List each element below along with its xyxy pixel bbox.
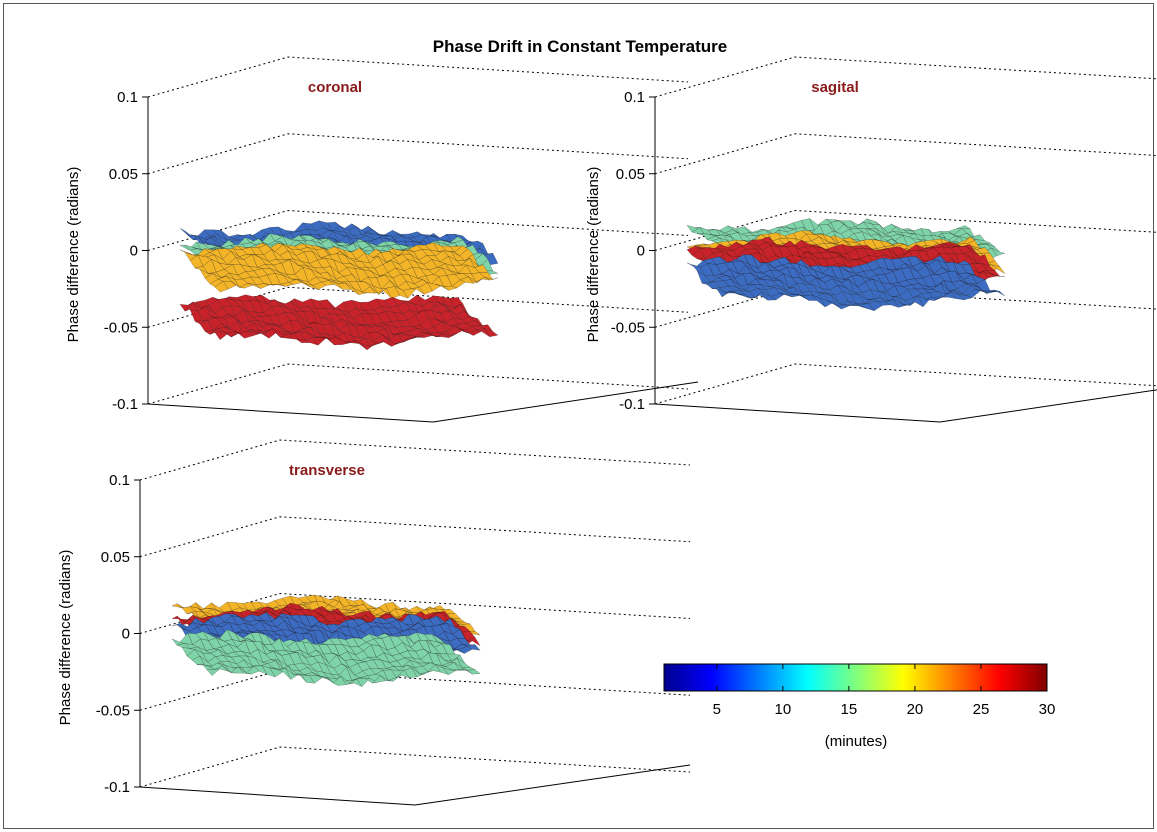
gridline [147,133,689,175]
gridline [654,56,1157,98]
colorbar: 5 10 15 20 25 30 (minutes) [663,663,1056,750]
surface-facet [991,291,1006,297]
tick-label: 0.1 [117,89,138,106]
tick-label: 0.05 [101,549,130,566]
gridline [147,286,689,328]
panel-title: transverse [289,462,365,479]
tick-label: 0 [130,243,138,260]
gridline [147,363,689,405]
surface-27min [179,294,499,351]
surface-facet [466,644,481,651]
y-axis-label: Phase difference (radians) [57,550,74,726]
surface-facet [484,328,499,337]
panel-transverse: -0.1 -0.05 0 0.05 0.1 Phase difference (radia… [57,439,691,806]
tick-label: -0.1 [112,396,138,413]
gridline [147,209,689,251]
gridline [139,746,691,788]
colorbar-label: (minutes) [825,733,888,750]
colorbar-tick-label: 25 [973,701,990,718]
gridline [139,516,691,558]
gridline [139,439,691,481]
gridline [654,363,1157,405]
surface-14min [171,629,481,688]
y-axis-label: Phase difference (radians) [65,167,82,343]
colorbar-tick-label: 20 [907,701,924,718]
surface-facet [991,264,1006,274]
colorbar-tick-label: 15 [841,701,858,718]
y-axis [414,764,691,806]
panel-coronal: -0.1 -0.05 0 0.05 0.1 Phase difference (radia… [65,56,699,423]
x-axis [147,403,434,423]
y-axis [432,381,699,423]
tick-label: 0 [637,243,645,260]
tick-label: 0.05 [109,166,138,183]
tick-label: 0.1 [624,89,645,106]
tick-label: -0.05 [104,319,138,336]
surface-facet [466,669,481,675]
tick-label: -0.1 [104,779,130,796]
y-axis [939,389,1157,423]
gridline [147,56,689,98]
surface-facet [467,637,481,646]
colorbar-tick-label: 10 [775,701,792,718]
tick-label: 0.1 [109,472,130,489]
tick-label: -0.05 [611,319,645,336]
surface-facet [991,247,1006,257]
colorbar-ticks: 5 10 15 20 25 30 [713,664,1056,718]
panel-title: sagital [811,79,859,96]
gridline [654,133,1157,175]
figure-title: Phase Drift in Constant Temperature [433,37,727,56]
gridline [139,592,691,634]
x-axis [139,786,416,806]
tick-label: -0.1 [619,396,645,413]
y-axis-label: Phase difference (radians) [585,167,602,343]
surface-5min [686,254,1006,312]
colorbar-tick-label: 30 [1039,701,1056,718]
tick-label: 0 [122,626,130,643]
surface-facet [991,273,1005,277]
tick-label: 0.05 [616,166,645,183]
tick-label: -0.05 [96,702,130,719]
surface-facet [484,277,498,281]
panel-sagital: -0.1 -0.05 0 0.05 0.1 Phase difference (radia… [585,56,1157,423]
panel-title: coronal [308,79,362,96]
gridline [654,209,1157,251]
x-axis [654,403,941,423]
surface-21min [179,242,498,299]
colorbar-tick-label: 5 [713,701,721,718]
colorbar-gradient [663,663,1048,692]
